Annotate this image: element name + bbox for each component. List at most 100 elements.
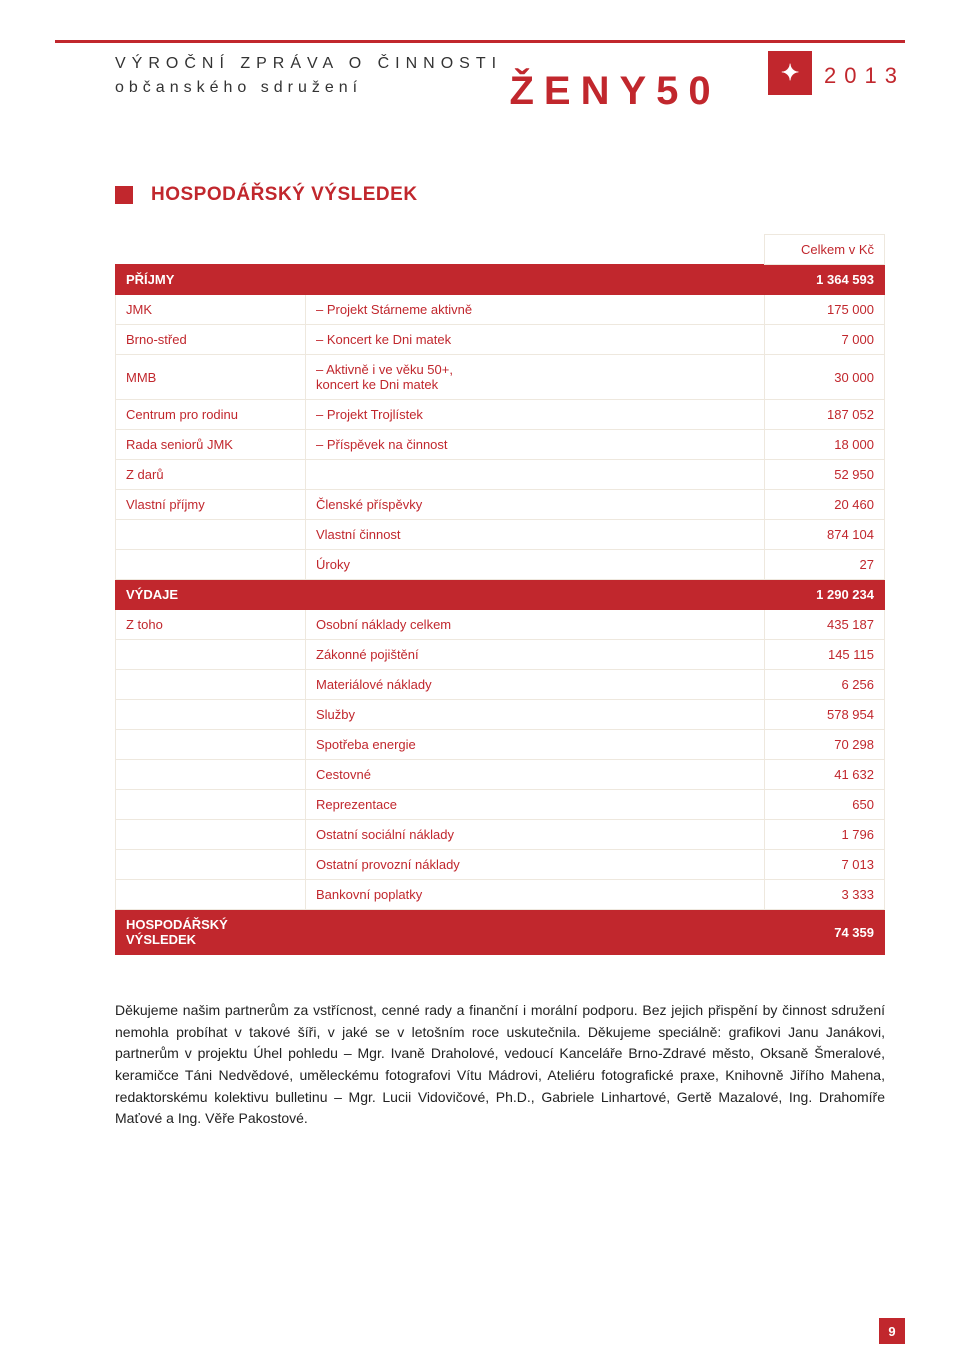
table-row: HOSPODÁŘSKÝ VÝSLEDEK 74 359 [116, 910, 885, 955]
table-cell [116, 820, 306, 850]
table-cell: Z toho [116, 610, 306, 640]
table-row: Ostatní sociální náklady1 796 [116, 820, 885, 850]
table-cell: Rada seniorů JMK [116, 430, 306, 460]
section-title: HOSPODÁŘSKÝ VÝSLEDEK [151, 184, 418, 206]
table-cell: 1 796 [765, 820, 885, 850]
logo-icon: ✦ [768, 51, 812, 95]
table-cell: 20 460 [765, 490, 885, 520]
table-cell [306, 460, 765, 490]
table-cell: Cestovné [306, 760, 765, 790]
table-cell: 74 359 [765, 910, 885, 955]
table-row: MMB– Aktivně i ve věku 50+, koncert ke D… [116, 355, 885, 400]
brand-title: ŽENY50 [509, 51, 720, 114]
table-cell [306, 580, 765, 610]
table-cell: Zákonné pojištění [306, 640, 765, 670]
page-number: 9 [879, 1318, 905, 1344]
table-cell [116, 235, 306, 265]
table-row: VÝDAJE 1 290 234 [116, 580, 885, 610]
table-row: Materiálové náklady6 256 [116, 670, 885, 700]
table-cell: 18 000 [765, 430, 885, 460]
page-number-value: 9 [888, 1324, 895, 1339]
table-cell: 27 [765, 550, 885, 580]
table-cell: Úroky [306, 550, 765, 580]
table-cell: PŘÍJMY [116, 265, 306, 295]
table-cell [306, 265, 765, 295]
table-row: Cestovné41 632 [116, 760, 885, 790]
table-cell: HOSPODÁŘSKÝ VÝSLEDEK [116, 910, 306, 955]
financial-table: Celkem v Kč PŘÍJMY 1 364 593JMK– Projekt S… [115, 234, 885, 955]
table-cell [116, 670, 306, 700]
table-cell [116, 760, 306, 790]
table-cell: Celkem v Kč [765, 235, 885, 265]
table-row: Brno-střed– Koncert ke Dni matek7 000 [116, 325, 885, 355]
header-right: ✦ 2013 [768, 51, 905, 95]
table-cell: 435 187 [765, 610, 885, 640]
table-row: Celkem v Kč [116, 235, 885, 265]
table-cell: Osobní náklady celkem [306, 610, 765, 640]
table-cell [116, 520, 306, 550]
table-cell: 578 954 [765, 700, 885, 730]
table-cell [116, 550, 306, 580]
table-cell: 7 000 [765, 325, 885, 355]
table-row: Z darů 52 950 [116, 460, 885, 490]
table-row: JMK– Projekt Stárneme aktivně175 000 [116, 295, 885, 325]
table-row: Vlastní činnost874 104 [116, 520, 885, 550]
table-cell: Z darů [116, 460, 306, 490]
table-cell: – Koncert ke Dni matek [306, 325, 765, 355]
table-cell: Vlastní činnost [306, 520, 765, 550]
table-cell: 145 115 [765, 640, 885, 670]
table-row: Ostatní provozní náklady7 013 [116, 850, 885, 880]
table-row: PŘÍJMY 1 364 593 [116, 265, 885, 295]
table-cell: 3 333 [765, 880, 885, 910]
table-cell [116, 700, 306, 730]
table-cell: 52 950 [765, 460, 885, 490]
header-left: VÝROČNÍ ZPRÁVA O ČINNOSTI občanského sdr… [55, 51, 502, 97]
table-cell: Ostatní provozní náklady [306, 850, 765, 880]
table-cell: Služby [306, 700, 765, 730]
table-cell: Spotřeba energie [306, 730, 765, 760]
table-cell: 6 256 [765, 670, 885, 700]
table-cell: 41 632 [765, 760, 885, 790]
table-cell: 1 364 593 [765, 265, 885, 295]
section-title-row: HOSPODÁŘSKÝ VÝSLEDEK [115, 184, 885, 206]
table-row: Vlastní příjmyČlenské příspěvky20 460 [116, 490, 885, 520]
table-cell [116, 640, 306, 670]
table-cell: VÝDAJE [116, 580, 306, 610]
table-row: Z tohoOsobní náklady celkem435 187 [116, 610, 885, 640]
table-cell: – Příspěvek na činnost [306, 430, 765, 460]
table-cell [306, 910, 765, 955]
table-cell: Materiálové náklady [306, 670, 765, 700]
table-cell: Bankovní poplatky [306, 880, 765, 910]
table-row: Zákonné pojištění145 115 [116, 640, 885, 670]
table-cell: 1 290 234 [765, 580, 885, 610]
table-row: Reprezentace650 [116, 790, 885, 820]
table-cell: Ostatní sociální náklady [306, 820, 765, 850]
table-cell: 7 013 [765, 850, 885, 880]
page: VÝROČNÍ ZPRÁVA O ČINNOSTI občanského sdr… [0, 0, 960, 1372]
table-cell: 175 000 [765, 295, 885, 325]
table-cell: 187 052 [765, 400, 885, 430]
table-cell: Vlastní příjmy [116, 490, 306, 520]
table-cell [116, 790, 306, 820]
page-header: VÝROČNÍ ZPRÁVA O ČINNOSTI občanského sdr… [55, 40, 905, 114]
table-row: Úroky27 [116, 550, 885, 580]
table-cell: MMB [116, 355, 306, 400]
table-cell: 30 000 [765, 355, 885, 400]
table-cell: 70 298 [765, 730, 885, 760]
header-line-2: občanského sdružení [115, 79, 502, 97]
year-label: 2013 [824, 57, 905, 89]
table-row: Bankovní poplatky3 333 [116, 880, 885, 910]
table-cell: Reprezentace [306, 790, 765, 820]
thank-you-paragraph: Děkujeme našim partnerům za vstřícnost, … [115, 1000, 885, 1130]
table-row: Centrum pro rodinu– Projekt Trojlístek18… [116, 400, 885, 430]
table-cell: – Projekt Stárneme aktivně [306, 295, 765, 325]
financial-table-body: Celkem v Kč PŘÍJMY 1 364 593JMK– Projekt S… [116, 235, 885, 955]
table-cell [116, 880, 306, 910]
table-cell: Brno-střed [116, 325, 306, 355]
table-cell [306, 235, 765, 265]
table-cell: Členské příspěvky [306, 490, 765, 520]
table-cell: Centrum pro rodinu [116, 400, 306, 430]
bullet-square-icon [115, 186, 133, 204]
table-cell: – Projekt Trojlístek [306, 400, 765, 430]
table-cell: 874 104 [765, 520, 885, 550]
